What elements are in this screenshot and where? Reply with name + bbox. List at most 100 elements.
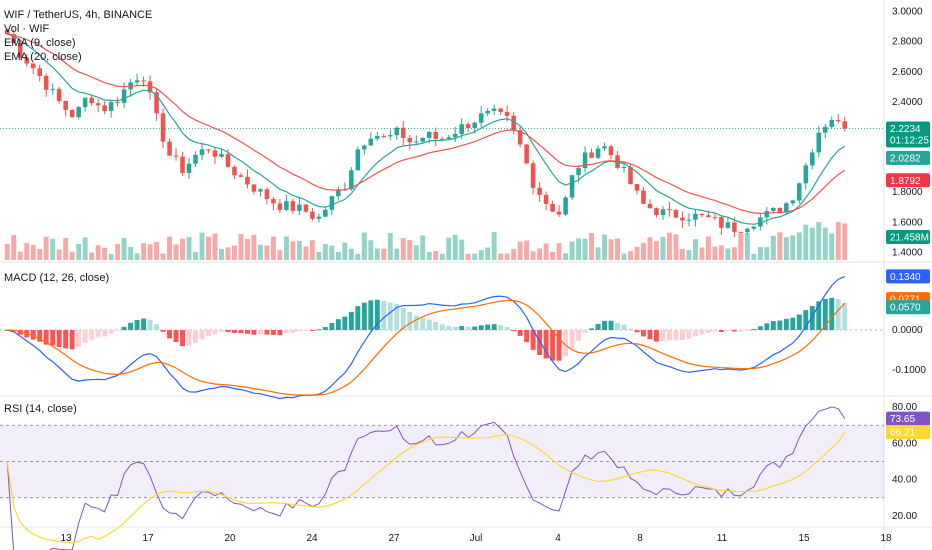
- volume-bar: [511, 249, 517, 260]
- volume-bar: [309, 240, 315, 260]
- macd-histogram-bar: [628, 328, 633, 330]
- candle-body: [219, 154, 224, 157]
- volume-bar: [342, 242, 348, 260]
- price-tick-label: 1.6000: [892, 217, 923, 228]
- macd-histogram-bar: [615, 323, 620, 330]
- candle-body: [186, 163, 192, 174]
- macd-histogram-bar: [699, 330, 705, 335]
- volume-bar: [82, 237, 88, 260]
- volume-bar: [303, 246, 309, 260]
- ema9-badge-bg: [886, 150, 930, 165]
- chart-title[interactable]: WIF / TetherUS, 4h, BINANCE: [4, 9, 153, 21]
- candle-body: [491, 108, 497, 111]
- macd-histogram-bar: [154, 324, 160, 330]
- candle-body: [271, 199, 276, 204]
- macd-pane[interactable]: [0, 275, 884, 400]
- volume-bar: [660, 237, 666, 260]
- macd-histogram-bar: [692, 330, 698, 337]
- macd-legend: MACD (12, 26, close): [4, 271, 109, 285]
- candle-body: [413, 141, 419, 143]
- countdown-badge: 01:12:25: [890, 135, 929, 146]
- volume-bar: [193, 252, 198, 260]
- volume-bar: [504, 253, 510, 260]
- candle-body: [797, 183, 802, 201]
- volume-bar: [296, 241, 302, 260]
- ema20-badge-bg: [886, 173, 930, 188]
- volume-bar: [465, 253, 471, 260]
- volume-badge-bg: [886, 230, 930, 244]
- candlesticks[interactable]: [4, 28, 848, 238]
- candle-body: [764, 210, 770, 218]
- candle-body: [452, 133, 458, 138]
- candle-body: [238, 175, 244, 177]
- macd-histogram-bar: [770, 321, 776, 330]
- candle-body: [173, 155, 179, 157]
- volume-bar: [160, 253, 166, 260]
- volume-bar: [394, 248, 400, 260]
- ema20-legend[interactable]: EMA (20, close): [4, 51, 82, 63]
- volume-bar: [407, 240, 413, 260]
- candle-body: [725, 222, 731, 228]
- volume-bar: [141, 243, 147, 260]
- rsi-title[interactable]: RSI (14, close): [4, 403, 77, 415]
- macd-histogram-bar: [472, 326, 478, 330]
- volume-bar: [751, 253, 757, 260]
- time-tick-label: 15: [798, 533, 810, 544]
- macd-histogram-bar: [30, 330, 36, 340]
- ema9-line: [7, 33, 846, 225]
- candle-body: [634, 184, 640, 191]
- ema9-legend[interactable]: EMA (9, close): [4, 37, 76, 49]
- volume-bar: [731, 247, 737, 260]
- macd-histogram-bar: [803, 310, 809, 330]
- last-price-badge-bg: [886, 121, 930, 148]
- candle-body: [465, 124, 471, 128]
- volume-bar: [602, 234, 608, 260]
- time-tick-label: 24: [306, 533, 318, 544]
- candle-body: [4, 29, 10, 35]
- rsi-tick-label: 40.00: [892, 475, 917, 486]
- macd-title[interactable]: MACD (12, 26, close): [4, 272, 110, 284]
- candle-body: [426, 132, 432, 138]
- macd-histogram-bar: [56, 330, 62, 348]
- rsi-line: [6, 406, 846, 550]
- volume-bar: [485, 247, 491, 260]
- candle-body: [121, 89, 127, 103]
- volume-bar: [50, 238, 56, 260]
- vol-legend[interactable]: Vol · WIF: [4, 23, 50, 35]
- volume-bar: [167, 236, 173, 260]
- macd-histogram-bar: [257, 330, 263, 335]
- volume-bar: [270, 236, 276, 260]
- rsi-pane[interactable]: [0, 406, 884, 550]
- macd-histogram-bar: [238, 330, 244, 334]
- macd-histogram-bar: [530, 330, 536, 350]
- candle-body: [284, 201, 289, 210]
- volume-bar: [4, 243, 10, 260]
- macd-histogram-bar: [115, 330, 121, 332]
- price-tick-label: 2.8000: [892, 37, 923, 48]
- macd-histogram-bar: [816, 301, 822, 330]
- macd-histogram-bar: [751, 328, 757, 330]
- volume-bar: [842, 223, 848, 260]
- volume-bar: [426, 251, 432, 260]
- volume-bar: [615, 238, 620, 260]
- macd-line: [7, 275, 846, 400]
- time-tick-label: 4: [555, 533, 561, 544]
- volume-bar: [17, 251, 23, 260]
- macd-histogram-bar: [244, 330, 250, 334]
- macd-histogram-bar: [595, 323, 601, 330]
- candle-body: [134, 80, 140, 83]
- candle-body: [745, 228, 750, 233]
- macd-histogram-bar: [355, 306, 361, 330]
- candle-body: [17, 42, 23, 58]
- candle-body: [56, 88, 62, 102]
- candle-body: [680, 217, 685, 221]
- candle-body: [199, 149, 205, 155]
- volume-bar: [244, 238, 250, 260]
- volume-bar: [154, 241, 160, 260]
- macd-histogram-bar: [673, 330, 679, 341]
- volume-bar: [420, 235, 426, 260]
- volume-bar: [718, 245, 724, 260]
- candle-body: [30, 63, 36, 69]
